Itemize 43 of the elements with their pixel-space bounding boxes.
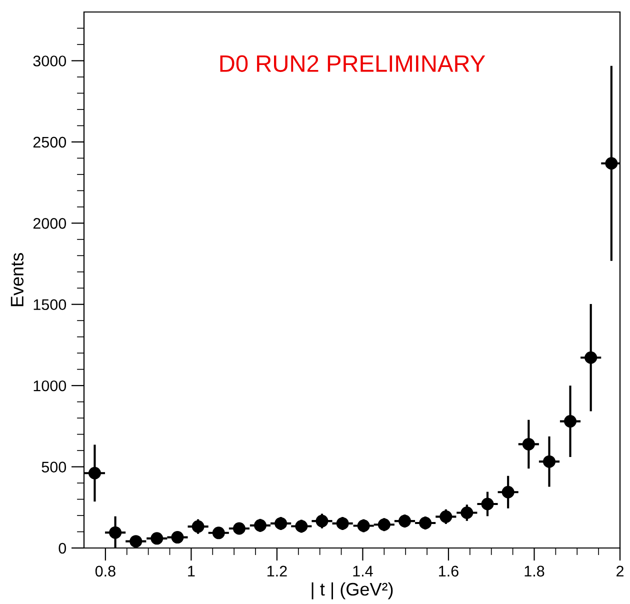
- point: [130, 535, 142, 548]
- point: [254, 519, 266, 532]
- y-tick-label: 0: [58, 542, 66, 554]
- point: [440, 510, 452, 523]
- x-tick-label: 1.2: [268, 566, 287, 576]
- point: [502, 486, 514, 498]
- x-axis-title: | t | (GeV²): [312, 582, 393, 600]
- point: [192, 520, 204, 533]
- y-tick-label: 3000: [33, 56, 66, 66]
- point: [543, 455, 556, 468]
- point: [419, 516, 432, 530]
- x-tick-label: 1.8: [524, 566, 544, 577]
- point: [378, 518, 390, 531]
- point: [605, 157, 618, 170]
- point: [232, 522, 246, 535]
- x-tick-label: 1.4: [353, 566, 373, 576]
- point: [522, 438, 535, 450]
- y-tick-label: 1000: [34, 380, 66, 392]
- point: [460, 506, 474, 520]
- annotation: D0 RUN2 PRELIMINARY: [220, 55, 486, 72]
- point: [584, 351, 598, 364]
- point: [564, 415, 577, 428]
- point: [336, 517, 349, 530]
- y-tick-label: 1500: [34, 299, 66, 310]
- point: [171, 531, 184, 544]
- point: [88, 466, 101, 480]
- point: [398, 514, 411, 528]
- point: [316, 514, 328, 528]
- x-tick-label: 2: [616, 566, 624, 576]
- point: [481, 498, 494, 510]
- y-tick-label: 500: [42, 462, 66, 472]
- point: [150, 532, 164, 545]
- point: [274, 517, 288, 530]
- x-tick-label: 1: [188, 566, 195, 576]
- point: [295, 520, 308, 532]
- point: [357, 519, 370, 532]
- y-tick-label: 2500: [33, 136, 66, 148]
- y-tick-label: 2000: [33, 218, 66, 229]
- point: [212, 526, 225, 540]
- x-tick-label: 0.8: [95, 566, 116, 577]
- point: [109, 526, 122, 539]
- x-tick-label: 1.6: [439, 566, 458, 577]
- y-axis-title: Events: [10, 253, 24, 306]
